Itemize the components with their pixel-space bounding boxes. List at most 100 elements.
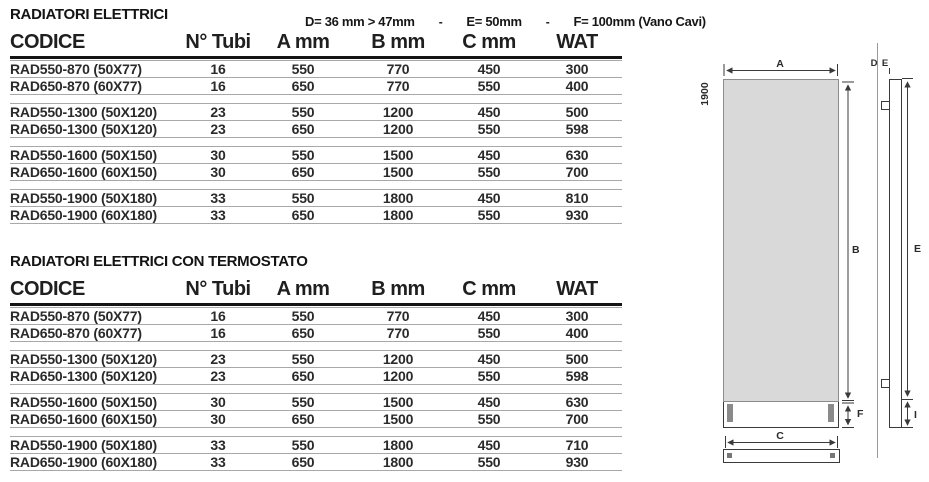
cell-value: 700	[565, 164, 589, 180]
column-header: N° Tubi	[185, 31, 251, 53]
cell-codice: RAD650-1600 (60X150)	[10, 411, 157, 427]
table-row: RAD650-870 (60X77) 16 650 770 550 400	[10, 78, 622, 95]
dimension-f-label: F	[857, 408, 864, 420]
column-header: WAT	[556, 278, 598, 300]
cell-codice: RAD650-1900 (60X180)	[10, 207, 157, 223]
cell-value: 550	[291, 61, 315, 77]
cell-codice: RAD550-1300 (50X120)	[10, 351, 157, 367]
table-row: RAD650-1900 (60X180) 33 650 1800 550 930	[10, 207, 622, 224]
cell-value: 23	[210, 104, 226, 120]
lower-wall-bracket	[881, 379, 890, 388]
table-row: RAD650-1600 (60X150) 30 650 1500 550 700	[10, 164, 622, 181]
legend-f: F= 100mm (Vano Cavi)	[573, 14, 706, 29]
cell-codice: RAD550-1900 (50X180)	[10, 437, 157, 453]
radiator-front-view	[723, 79, 839, 428]
cell-value: 550	[291, 394, 315, 410]
cell-value: 1500	[382, 147, 414, 163]
cell-value: 1800	[382, 190, 414, 206]
cell-value: 1800	[382, 437, 414, 453]
cell-value: 650	[291, 78, 315, 94]
cell-value: 700	[565, 411, 589, 427]
cell-value: 1200	[382, 104, 414, 120]
cell-codice: RAD650-870 (60X77)	[10, 78, 142, 94]
row-group: RAD550-870 (50X77) 16 550 770 450 300 RAD650-8…	[10, 307, 622, 342]
cell-value: 550	[291, 147, 315, 163]
cell-value: 500	[565, 351, 589, 367]
cell-value: 16	[210, 308, 226, 324]
cell-value: 650	[291, 121, 315, 137]
cell-value: 30	[210, 394, 226, 410]
cell-value: 810	[565, 190, 589, 206]
table-body: RAD550-870 (50X77) 16 550 770 450 300 RAD650-8…	[10, 60, 622, 224]
cell-value: 598	[565, 121, 589, 137]
dimension-c	[725, 436, 838, 448]
cell-value: 1800	[382, 454, 414, 470]
cell-value: 33	[210, 454, 226, 470]
legend-separator: -	[545, 14, 550, 29]
column-header: WAT	[556, 31, 598, 53]
dimension-i-label: I	[914, 409, 917, 421]
cell-value: 930	[565, 454, 589, 470]
dimension-a-label: A	[776, 58, 784, 70]
cell-value: 400	[565, 78, 589, 94]
cell-codice: RAD650-870 (60X77)	[10, 325, 142, 341]
table-row: RAD550-1900 (50X180) 33 550 1800 450 810	[10, 190, 622, 207]
dimension-e-side-label: E	[914, 243, 921, 255]
cell-value: 33	[210, 437, 226, 453]
cell-value: 450	[477, 104, 501, 120]
table-row: RAD550-870 (50X77) 16 550 770 450 300	[10, 61, 622, 78]
cell-value: 650	[291, 207, 315, 223]
cell-value: 500	[565, 104, 589, 120]
dimension-e-top-label: E	[882, 58, 888, 69]
upper-wall-bracket	[881, 101, 890, 110]
cell-codice: RAD650-1300 (50X120)	[10, 368, 157, 384]
cell-codice: RAD550-870 (50X77)	[10, 308, 142, 324]
dimension-b	[842, 81, 854, 401]
cell-value: 770	[386, 61, 410, 77]
cell-value: 1200	[382, 351, 414, 367]
column-header: B mm	[371, 31, 425, 53]
cell-value: 550	[477, 325, 501, 341]
column-header: A mm	[276, 278, 330, 300]
cell-value: 770	[386, 78, 410, 94]
radiator-bottom-view	[723, 449, 840, 463]
cell-value: 550	[291, 351, 315, 367]
table-title: RADIATORI ELETTRICI CON TERMOSTATO	[10, 253, 308, 270]
table-row: RAD550-1900 (50X180) 33 550 1800 450 710	[10, 437, 622, 454]
table-row: RAD650-1300 (50X120) 23 650 1200 550 598	[10, 368, 622, 385]
table-header-row: CODICE N° Tubi A mm B mm C mm WAT	[10, 31, 622, 59]
row-group: RAD550-1600 (50X150) 30 550 1500 450 630 RAD65…	[10, 393, 622, 428]
row-group: RAD550-1300 (50X120) 23 550 1200 450 500 RAD65…	[10, 350, 622, 385]
table-row: RAD650-1600 (60X150) 30 650 1500 550 700	[10, 411, 622, 428]
bottom-left-foot	[727, 453, 732, 458]
legend-e: E= 50mm	[466, 14, 522, 29]
table-body: RAD550-870 (50X77) 16 550 770 450 300 RAD650-8…	[10, 307, 622, 471]
legend-separator: -	[438, 14, 443, 29]
cell-value: 30	[210, 164, 226, 180]
cell-value: 550	[477, 207, 501, 223]
cell-value: 550	[477, 368, 501, 384]
radiator-side-view	[881, 79, 902, 428]
cell-value: 450	[477, 351, 501, 367]
cell-value: 33	[210, 190, 226, 206]
cell-value: 1200	[382, 368, 414, 384]
cell-codice: RAD550-1600 (50X150)	[10, 394, 157, 410]
table-row: RAD650-1300 (50X120) 23 650 1200 550 598	[10, 121, 622, 138]
cell-value: 450	[477, 147, 501, 163]
cell-value: 300	[565, 308, 589, 324]
cell-value: 23	[210, 368, 226, 384]
dimension-d-label: D	[871, 58, 878, 69]
dimension-b-label: B	[852, 244, 860, 256]
row-group: RAD550-870 (50X77) 16 550 770 450 300 RAD650-8…	[10, 60, 622, 95]
cell-value: 400	[565, 325, 589, 341]
cell-value: 1800	[382, 207, 414, 223]
column-header: CODICE	[10, 278, 85, 300]
column-header: N° Tubi	[185, 278, 251, 300]
cell-value: 550	[477, 454, 501, 470]
bottom-right-foot	[830, 453, 835, 458]
left-foot	[727, 404, 733, 422]
cell-value: 630	[565, 147, 589, 163]
cell-value: 1500	[382, 164, 414, 180]
cell-value: 16	[210, 325, 226, 341]
cell-value: 550	[291, 104, 315, 120]
